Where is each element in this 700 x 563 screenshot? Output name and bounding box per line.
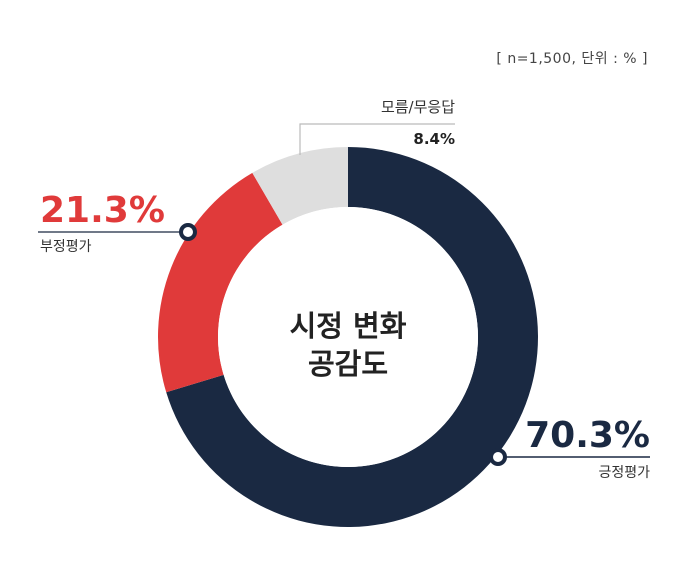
- donut-hole: [218, 207, 478, 467]
- positive-category-label: 긍정평가: [598, 465, 650, 481]
- chart-title-line-1: 시정 변화: [290, 309, 407, 343]
- slice-positive: [166, 147, 538, 527]
- donut-slices: [158, 147, 538, 527]
- negative-value-label: 21.3%: [40, 190, 165, 231]
- unit-note: [ n=1,500, 단위 : % ]: [496, 51, 648, 67]
- positive-marker: [489, 448, 507, 466]
- slice-unknown: [252, 147, 348, 225]
- negative-marker: [179, 223, 197, 241]
- positive-value-label: 70.3%: [525, 415, 650, 456]
- negative-category-label: 부정평가: [40, 239, 92, 255]
- chart-title-line-2: 공감도: [308, 347, 388, 381]
- slice-negative: [158, 172, 283, 393]
- unknown-category-label: 모름/무응답: [381, 98, 455, 116]
- unknown-leader-line: [299, 123, 455, 155]
- unknown-value-label: 8.4%: [413, 130, 455, 148]
